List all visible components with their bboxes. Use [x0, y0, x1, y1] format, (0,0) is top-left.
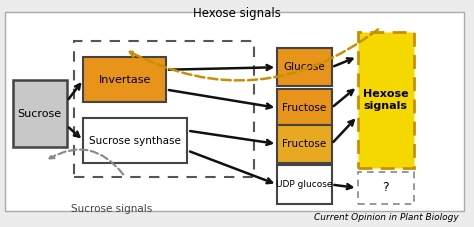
FancyBboxPatch shape	[277, 165, 331, 204]
FancyBboxPatch shape	[5, 12, 464, 210]
Text: Invertase: Invertase	[99, 75, 151, 85]
Text: Hexose
signals: Hexose signals	[363, 89, 409, 111]
FancyBboxPatch shape	[83, 118, 187, 163]
Text: Sucrose synthase: Sucrose synthase	[90, 136, 182, 146]
Text: Sucrose signals: Sucrose signals	[71, 204, 152, 214]
Text: Sucrose: Sucrose	[18, 109, 62, 118]
Text: Current Opinion in Plant Biology: Current Opinion in Plant Biology	[314, 213, 459, 222]
FancyBboxPatch shape	[277, 89, 331, 127]
Text: UDP glucose: UDP glucose	[276, 180, 333, 189]
FancyBboxPatch shape	[357, 172, 414, 204]
FancyBboxPatch shape	[277, 125, 331, 163]
Text: Glucose: Glucose	[283, 62, 325, 72]
FancyBboxPatch shape	[277, 48, 331, 86]
Text: Fructose: Fructose	[282, 139, 327, 149]
Text: Fructose: Fructose	[282, 103, 327, 113]
FancyBboxPatch shape	[12, 80, 67, 147]
Text: ?: ?	[383, 181, 389, 195]
FancyBboxPatch shape	[357, 32, 414, 168]
Text: Hexose signals: Hexose signals	[193, 7, 281, 20]
FancyBboxPatch shape	[83, 57, 166, 102]
